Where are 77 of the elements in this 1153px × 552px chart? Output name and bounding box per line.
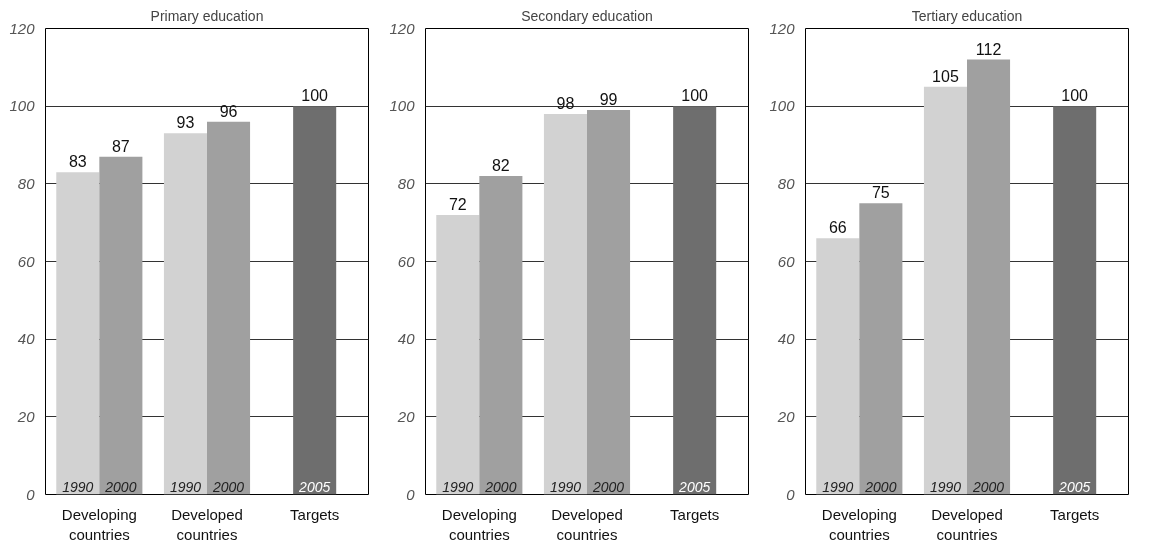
text: 1990 [169,478,202,495]
bar [163,133,207,495]
data-label: 100 [681,87,709,105]
bar [587,110,631,495]
y-tick-label: 120 [389,19,416,37]
text: 2000 [972,478,1005,495]
text: 2000 [592,478,625,495]
y-tick-label: 20 [776,407,796,425]
y-tick-label: 20 [16,407,36,425]
bar [923,86,967,495]
bar [99,156,143,495]
y-tick-label: 120 [769,19,796,37]
data-label: 83 [68,153,87,171]
data-label: 100 [301,87,329,105]
y-tick-label: 100 [769,97,796,115]
y-tick-label: 100 [389,97,416,115]
bar [967,59,1011,495]
y-tick-label: 40 [777,330,796,348]
y-tick-label: 20 [396,407,416,425]
x-tick-label: Developed countries [171,505,243,543]
data-label: 87 [111,137,130,155]
series-label: 1990 [62,478,94,495]
bar [56,172,100,495]
data-label: 100 [1061,87,1089,105]
text: 1990 [549,478,582,495]
bar [207,121,251,495]
data-label: 66 [828,219,847,237]
y-tick-label: 100 [9,97,36,115]
x-tick-label: Targets [290,505,340,523]
x-tick-label: Developing countries [821,505,897,543]
series-label: 2005 [678,478,711,495]
y-tick-label: 0 [26,485,36,503]
series-label: 2000 [484,478,517,495]
series-label: 1990 [822,478,854,495]
bar [859,203,903,495]
x-tick-label: Developed countries [931,505,1003,543]
y-tick-label: 40 [17,330,36,348]
data-label: 75 [871,184,890,202]
y-tick-label: 80 [777,174,796,192]
y-tick-label: 0 [786,485,796,503]
text: 2000 [212,478,245,495]
y-tick-label: 60 [397,252,416,270]
series-label: 2000 [864,478,897,495]
y-tick-label: 60 [777,252,796,270]
series-label: 2005 [1058,478,1091,495]
x-tick-label: Targets [670,505,720,523]
y-tick-label: 60 [17,252,36,270]
data-label: 93 [176,114,195,132]
y-tick-label: 80 [17,174,36,192]
bar [673,106,717,495]
series-label: 1990 [442,478,474,495]
x-tick-label: Developed countries [551,505,623,543]
bar [543,113,587,495]
chart-title: Primary education [150,7,264,24]
bar [293,106,337,495]
y-tick-label: 80 [397,174,416,192]
y-tick-label: 40 [397,330,416,348]
chart-title: Tertiary education [911,7,1023,24]
y-tick-label: 0 [406,485,416,503]
x-tick-label: Developing countries [61,505,137,543]
series-label: 2005 [298,478,331,495]
chart-title: Secondary education [521,7,653,24]
data-label: 96 [219,102,238,120]
bar [479,176,523,495]
text: 1990 [929,478,962,495]
y-tick-label: 120 [9,19,36,37]
data-label: 72 [448,195,467,213]
data-label: 82 [491,157,510,175]
bar [436,214,480,495]
data-label: 99 [599,91,618,109]
data-label: 112 [975,40,1002,58]
x-tick-label: Developing countries [441,505,517,543]
data-label: 105 [932,67,959,85]
x-tick-label: Targets [1050,505,1100,523]
series-label: 2000 [104,478,137,495]
bar [1053,106,1097,495]
bar [816,238,860,495]
